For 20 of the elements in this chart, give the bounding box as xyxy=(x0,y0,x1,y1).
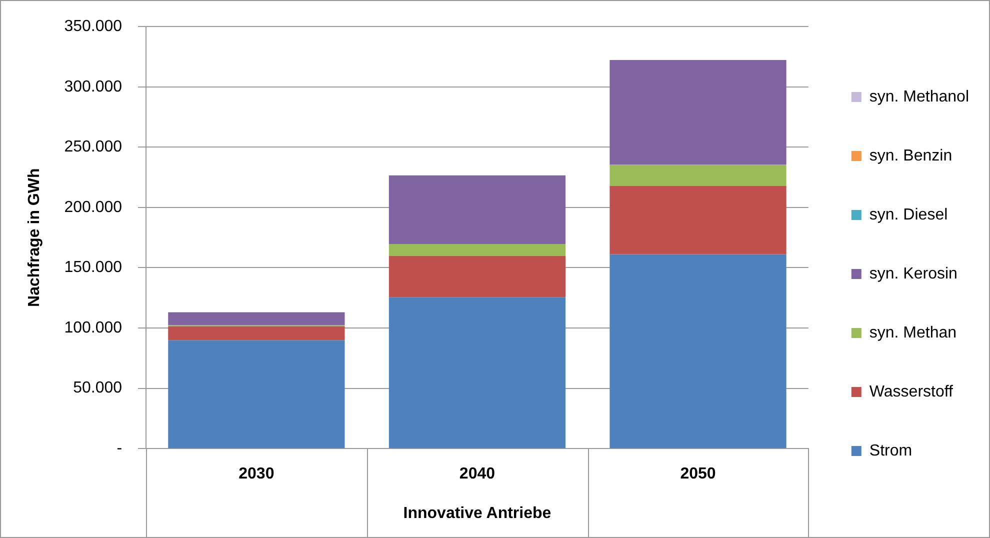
y-tick-label: 250.000 xyxy=(64,138,122,156)
y-axis-title: Nachfrage in GWh xyxy=(26,168,44,307)
y-tick-label: 350.000 xyxy=(64,18,122,36)
x-axis-title: Innovative Antriebe xyxy=(403,504,552,522)
legend-label: Wasserstoff xyxy=(869,383,954,400)
legend-label: syn. Diesel xyxy=(869,206,948,224)
y-tick-label: 100.000 xyxy=(64,319,122,336)
y-tick-label: - xyxy=(116,440,122,458)
legend-label: syn. Kerosin xyxy=(869,265,958,282)
y-tick-label: 50.000 xyxy=(73,380,122,397)
legend-label: Strom xyxy=(869,442,912,460)
legend-label: syn. Methanol xyxy=(869,88,969,106)
x-tick-label: 2040 xyxy=(459,466,496,483)
x-tick-label: 2030 xyxy=(238,466,274,483)
x-tick-label: 2050 xyxy=(680,466,716,483)
legend-label: syn. Benzin xyxy=(869,147,952,164)
y-tick-label: 200.000 xyxy=(64,198,122,216)
y-tick-label: 300.000 xyxy=(64,78,122,96)
y-tick-label: 150.000 xyxy=(64,259,122,276)
legend-label: syn. Methan xyxy=(869,324,957,342)
